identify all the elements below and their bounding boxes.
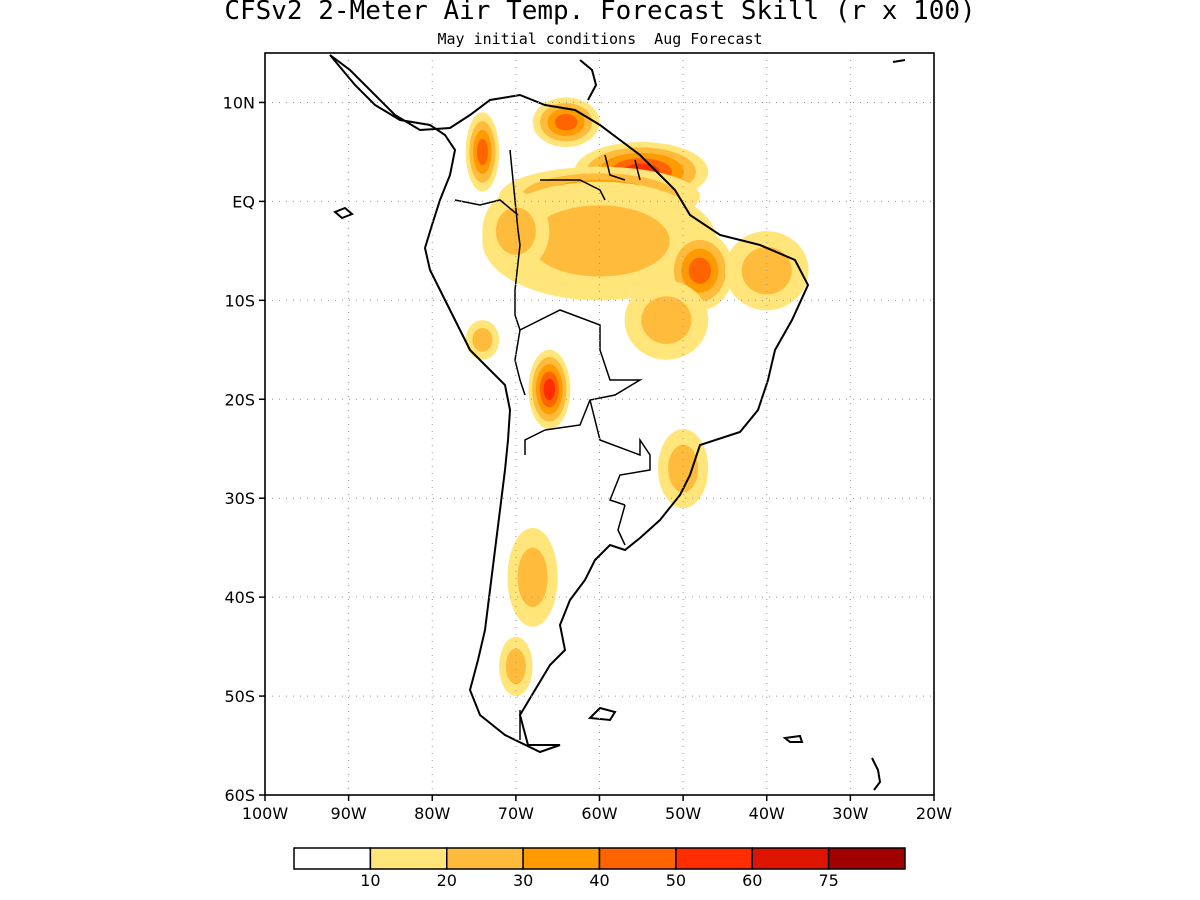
lon-tick-label: 20W: [916, 804, 952, 823]
colorbar-swatch: [369, 847, 448, 870]
lon-tick-label: 90W: [331, 804, 367, 823]
colorbar-label: 60: [742, 871, 762, 890]
lon-tick-label: 60W: [581, 804, 617, 823]
lat-tick-label: EQ: [232, 192, 255, 211]
colorbar-label: 10: [360, 871, 380, 890]
colorbar-swatch: [522, 847, 601, 870]
axis-labels: 100W 90W 80W 70W 60W 50W 40W 30W 20W 10N EQ 10S 20S 3…: [223, 93, 953, 823]
lat-tick-label: 40S: [224, 588, 255, 607]
lon-tick-label: 30W: [832, 804, 868, 823]
lat-tick-label: 20S: [224, 390, 255, 409]
lon-tick-label: 100W: [242, 804, 289, 823]
skill-region-11-level-2: [668, 444, 699, 493]
lat-tick-label: 50S: [224, 687, 255, 706]
skill-shading-layer: [465, 97, 809, 697]
islands: [333, 59, 906, 791]
skill-region-2-level-4: [476, 138, 488, 166]
colorbar-swatch: [293, 847, 372, 870]
skill-region-8-level-2: [641, 296, 692, 344]
colorbar-swatch: [675, 847, 753, 870]
lat-tick-label: 10N: [223, 93, 255, 112]
skill-region-9-level-2: [495, 207, 536, 255]
coastline-south-america: [329, 54, 810, 754]
skill-region-14-level-2: [472, 328, 493, 352]
colorbar-label: 30: [513, 871, 533, 890]
colorbar-swatch: [446, 847, 524, 870]
colorbar-swatch: [751, 847, 830, 870]
skill-region-13-level-2: [505, 648, 526, 685]
colorbar-label: 50: [666, 871, 686, 890]
skill-region-6-level-4: [688, 257, 711, 284]
lat-tick-label: 10S: [224, 291, 255, 310]
lon-tick-label: 70W: [498, 804, 534, 823]
skill-region-1-level-4: [554, 114, 578, 131]
colorbar: 10 20 30 40 50 60 75: [293, 847, 906, 890]
map-title: CFSv2 2-Meter Air Temp. Forecast Skill (…: [224, 0, 976, 26]
lat-lon-grid: [265, 53, 934, 795]
skill-region-12-level-2: [517, 547, 548, 608]
lat-tick-label: 60S: [224, 786, 255, 805]
map-subtitle: May initial conditions Aug Forecast: [437, 30, 763, 48]
lon-tick-label: 50W: [665, 804, 701, 823]
colorbar-label: 20: [437, 871, 457, 890]
country-borders: [379, 99, 651, 740]
lat-tick-label: 30S: [224, 489, 255, 508]
lon-tick-label: 40W: [749, 804, 785, 823]
skill-region-5-level-2: [529, 205, 670, 277]
colorbar-swatch: [598, 847, 677, 870]
colorbar-label: 75: [818, 871, 838, 890]
skill-region-10-level-5: [543, 378, 556, 401]
colorbar-swatch: [827, 847, 906, 870]
lon-tick-label: 80W: [414, 804, 450, 823]
colorbar-label: 40: [589, 871, 609, 890]
